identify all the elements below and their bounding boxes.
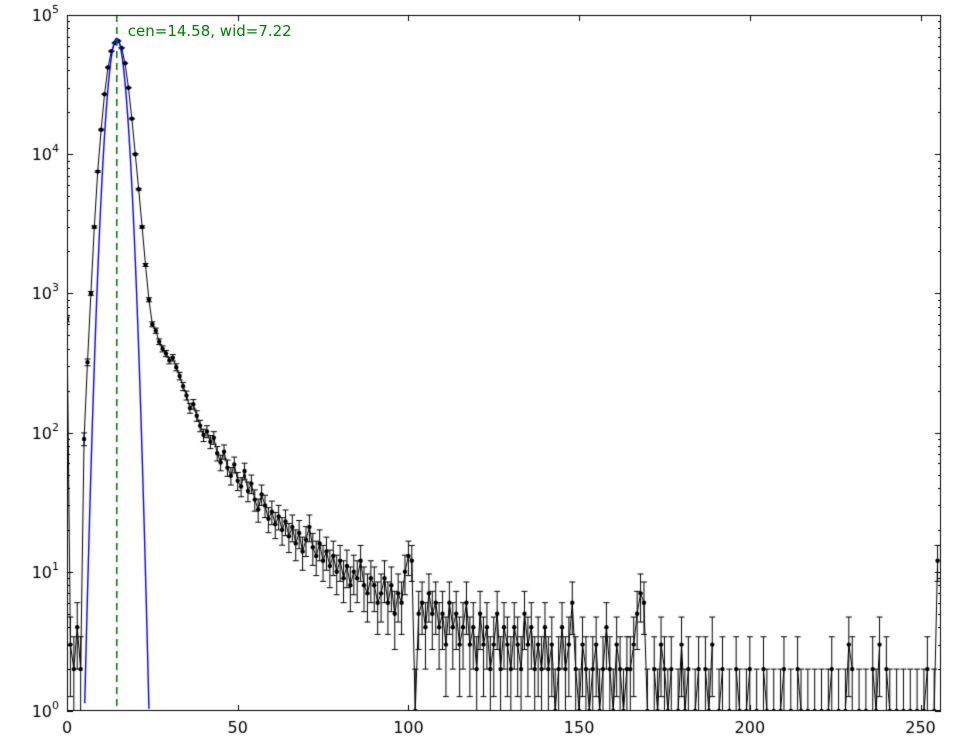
histogram-errorbar-plot xyxy=(0,0,965,756)
figure: cen=14.58, wid=7.22 xyxy=(0,0,965,756)
